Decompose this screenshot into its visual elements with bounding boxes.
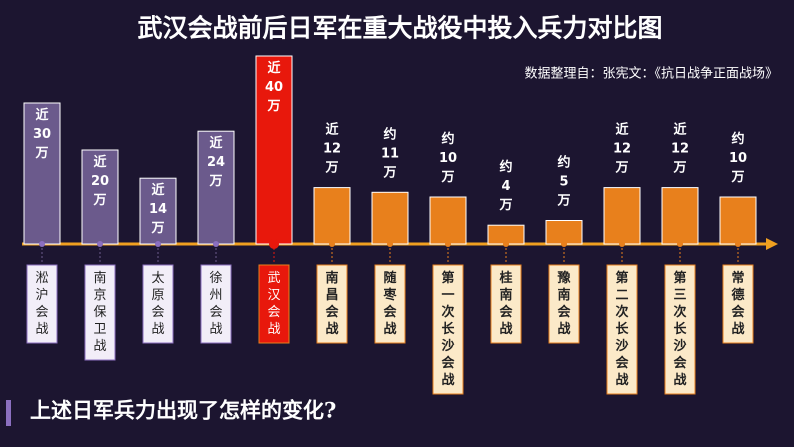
axis-arrow [766, 238, 778, 250]
category-box [664, 264, 696, 395]
axis-dot [619, 241, 625, 247]
category-label: 南昌会战 [325, 270, 339, 337]
bar [371, 191, 409, 245]
axis-dot [155, 241, 161, 247]
category-box [316, 264, 348, 344]
axis-dot [387, 241, 393, 247]
category-box [142, 264, 174, 344]
category-box [606, 264, 638, 395]
value-label: 近 40 万 [265, 60, 283, 114]
question-marker [6, 400, 11, 426]
source-note: 数据整理自：张宪文：《抗日战争正面战场》 [524, 66, 778, 82]
value-label: 近 12 万 [323, 121, 341, 175]
bar [255, 55, 293, 245]
bar [545, 220, 583, 245]
axis-dot [269, 239, 279, 249]
bar [81, 149, 119, 245]
bar [661, 187, 699, 245]
axis-dot [329, 241, 335, 247]
value-label: 近 14 万 [149, 182, 167, 236]
bar [719, 196, 757, 245]
category-label: 太原会战 [151, 271, 164, 337]
bar [603, 187, 641, 245]
bar [429, 196, 467, 245]
chart-title: 武汉会战前后日军在重大战役中投入兵力对比图 [137, 14, 662, 43]
axis-dot [97, 241, 103, 247]
value-label: 近 24 万 [207, 135, 225, 189]
category-box [200, 264, 232, 344]
axis-dot [445, 241, 451, 247]
category-box [84, 264, 116, 361]
axis-dot [503, 241, 509, 247]
category-label: 豫南会战 [557, 270, 571, 337]
axis-dot [677, 241, 683, 247]
value-label: 近 12 万 [613, 121, 631, 175]
category-box [548, 264, 580, 344]
value-label: 近 12 万 [671, 121, 689, 175]
category-label: 第三次长沙会战 [673, 270, 687, 388]
category-box [374, 264, 406, 344]
category-label: 徐州会战 [209, 271, 222, 337]
value-label: 约 10 万 [729, 131, 747, 185]
axis-dot [213, 241, 219, 247]
category-label: 常德会战 [731, 270, 745, 337]
bar [23, 102, 61, 245]
bar [313, 187, 351, 245]
category-box [258, 264, 290, 344]
category-label: 桂南会战 [498, 270, 513, 337]
category-label: 武汉会战 [267, 271, 280, 337]
axis-dot [39, 241, 45, 247]
value-label: 约 11 万 [381, 126, 399, 180]
category-label: 第一次长沙会战 [441, 270, 455, 388]
category-box [722, 264, 754, 344]
category-box [26, 264, 58, 344]
value-label: 近 20 万 [91, 154, 109, 208]
axis-dot [735, 241, 741, 247]
value-label: 近 30 万 [33, 107, 51, 161]
category-box [490, 264, 522, 344]
axis-dot [561, 241, 567, 247]
category-label: 淞沪会战 [35, 271, 48, 337]
category-box [432, 264, 464, 395]
bar [197, 130, 235, 245]
category-label: 第二次长沙会战 [615, 270, 629, 388]
category-label: 南京保卫战 [93, 270, 106, 354]
question: 上述日军兵力出现了怎样的变化? [30, 398, 336, 423]
category-label: 随枣会战 [382, 270, 397, 337]
value-label: 约 10 万 [439, 131, 457, 185]
